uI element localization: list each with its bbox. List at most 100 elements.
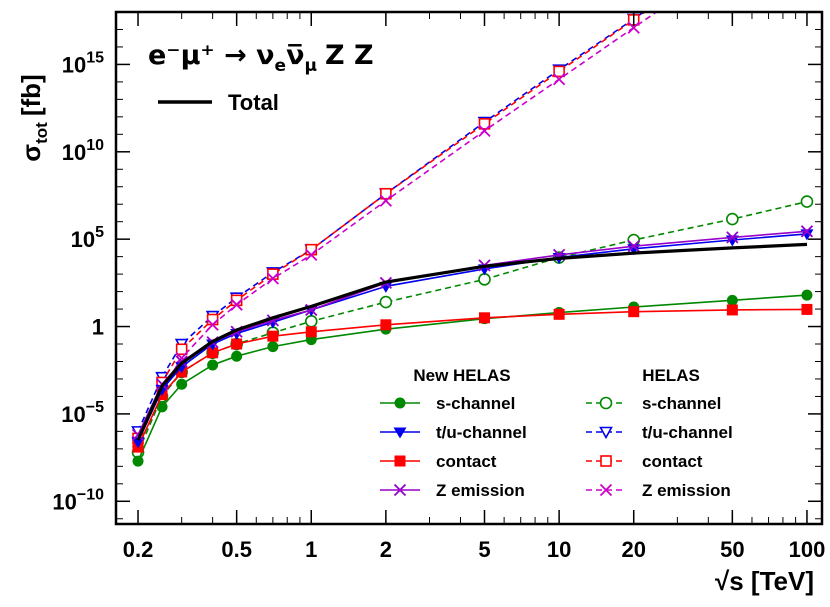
point-new-helas-s-channel-5 [267,341,279,353]
y-axis-title: σ [16,144,46,162]
point-helas-z-emission-6 [305,248,318,262]
process-label: e⁻μ⁺ → νeν̅μ Z Z [148,40,374,76]
y-tick-label: 10−10 [52,486,104,514]
point-helas-contact-8 [478,118,491,130]
x-tick-label: 20 [621,537,645,562]
point-helas-s-channel-10 [627,233,641,247]
y-tick-label: 10−5 [61,399,104,427]
legend-marker-helas-t-u-channel [599,426,613,440]
x-tick-label: 1 [305,537,317,562]
legend-label-new-helas-s-channel: s-channel [436,394,515,413]
y-tick-label: 1015 [62,49,104,77]
point-new-helas-contact-3 [207,347,219,359]
legend-label-helas-s-channel: s-channel [642,394,721,413]
x-tick-label: 5 [478,537,490,562]
legend-entries: s-channel t/u-channel contact Z emission s-c… [380,394,733,500]
point-helas-s-channel-6 [304,314,318,328]
point-new-helas-contact-11 [726,304,738,316]
point-helas-z-emission-9 [552,73,566,86]
process-arrow: → [224,40,247,71]
point-new-helas-contact-12 [801,303,813,315]
y-tick-label: 105 [71,224,104,252]
point-new-helas-contact-5 [267,330,279,342]
legend-entry-new-helas-z-emission: Z emission [380,481,525,500]
legend-entry-new-helas-contact: contact [380,452,497,471]
point-helas-z-emission-10 [627,21,640,34]
point-new-helas-s-channel-0 [132,455,144,467]
series-line-total-total [136,242,808,441]
point-new-helas-contact-7 [380,319,392,331]
point-new-helas-s-channel-3 [207,359,219,371]
process-final: Z Z [325,40,374,71]
point-new-helas-contact-4 [231,338,243,350]
legend-entry-new-helas-s-channel: s-channel [380,394,515,413]
plot-frame [114,10,824,526]
series-total-total [136,242,808,441]
series-layer [131,12,814,467]
x-tick-label: 10 [547,537,571,562]
point-helas-s-channel-12 [800,195,814,208]
process-lhs: e⁻μ⁺ [148,40,215,71]
point-helas-z-emission-7 [379,194,393,207]
point-helas-contact-9 [553,65,565,78]
point-new-helas-s-channel-2 [176,378,188,390]
legend-label-helas-contact: contact [642,452,703,471]
legend-helas-header: HELAS [642,366,700,385]
legend-label-new-helas-z-emission: Z emission [436,481,525,500]
legend-marker-helas-z-emission [599,483,613,497]
legend-marker-new-helas-s-channel [394,397,406,409]
x-tick-label: 0.5 [221,537,252,562]
tick-layer: 0.2 0.5 1 2 5 10 20 50 100 10−10 10−5 1 105 1010 1015 [52,11,825,562]
legend-entry-helas-z-emission: Z emission [586,481,731,500]
legend-label-helas-t-u-channel: t/u-channel [642,423,733,442]
point-new-helas-z-emission-11 [726,231,739,244]
legend-label-new-helas-t-u-channel: t/u-channel [436,423,527,442]
legend-marker-new-helas-z-emission [393,483,407,497]
y-axis-title-group: σtot [fb] [16,74,51,161]
point-helas-contact-3 [206,313,219,326]
point-new-helas-contact-6 [305,326,317,338]
y-tick-label: 1 [92,315,104,340]
y-axis-title-sub: tot [32,122,51,144]
x-tick-label: 50 [720,537,744,562]
point-new-helas-z-emission-10 [627,240,640,253]
point-helas-z-emission-3 [206,318,219,331]
legend-label-new-helas-contact: contact [436,452,497,471]
legend-marker-helas-s-channel [599,396,613,410]
svg-text:σtot[fb]: σtot [fb] [16,74,51,161]
point-new-helas-z-emission-12 [800,225,814,238]
legend-marker-helas-contact [600,455,612,467]
legend-marker-new-helas-t-u-channel [393,427,407,439]
y-tick-label: 1010 [62,137,104,165]
process-nubar: ν̅ [286,40,304,71]
legend-total-label: Total [228,90,279,115]
point-new-helas-s-channel-4 [231,350,243,362]
point-helas-z-emission-8 [478,124,491,137]
y-axis-title-unit: [fb] [16,74,46,116]
point-helas-s-channel-7 [379,295,393,309]
point-new-helas-s-channel-1 [156,401,168,413]
point-new-helas-contact-10 [628,306,640,318]
legend-entry-helas-contact: contact [586,452,703,471]
point-new-helas-s-channel-11 [726,294,738,306]
point-helas-contact-2 [175,343,188,356]
legend-entry-helas-s-channel: s-channel [586,394,721,413]
point-helas-z-emission-4 [230,298,243,311]
point-new-helas-s-channel-12 [801,289,813,301]
x-tick-label: 2 [380,537,392,562]
point-new-helas-t-u-channel-0 [131,437,145,449]
x-tick-label: 0.2 [123,537,154,562]
point-helas-z-emission-5 [266,272,280,285]
point-new-helas-contact-8 [478,312,490,324]
legend-label-helas-z-emission: Z emission [642,481,731,500]
legend-new-helas-header: New HELAS [413,366,510,385]
legend-entry-new-helas-t-u-channel: t/u-channel [380,423,527,442]
legend-marker-new-helas-contact [394,455,406,467]
point-helas-contact-7 [380,187,392,200]
point-helas-s-channel-11 [726,212,739,226]
x-axis-title: √s [TeV] [715,566,814,596]
legend-entry-helas-t-u-channel: t/u-channel [586,423,733,442]
process-nu-sub: e [275,56,287,76]
point-helas-s-channel-8 [478,273,491,286]
